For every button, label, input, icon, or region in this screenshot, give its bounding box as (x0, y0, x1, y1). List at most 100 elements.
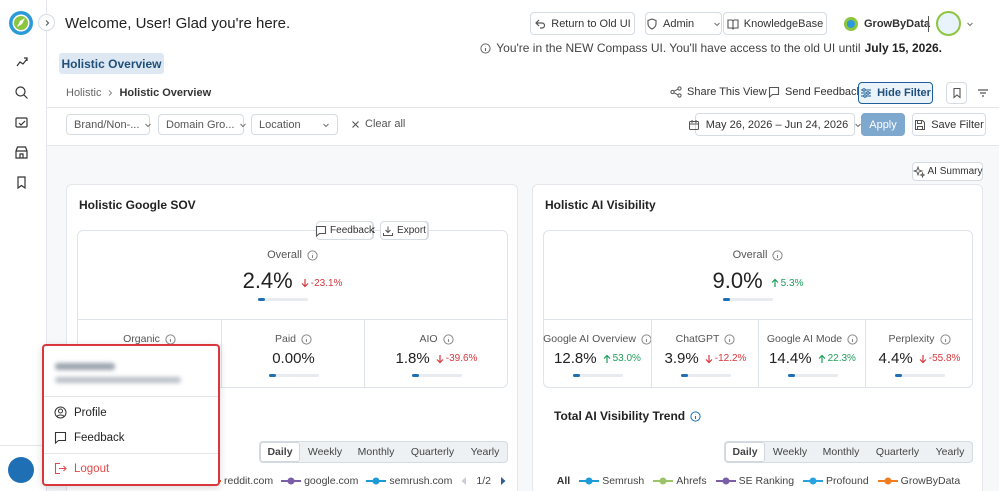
breadcrumb-link[interactable]: Holistic (66, 87, 102, 99)
legend-item[interactable]: Profound (803, 475, 869, 487)
nav-icon[interactable] (14, 145, 29, 160)
menu-item[interactable]: Feedback (54, 431, 125, 444)
icon-shape (919, 354, 927, 363)
icon (54, 406, 67, 419)
user-avatar[interactable] (8, 457, 34, 483)
icon-shape (372, 477, 380, 485)
value: 9.0% (712, 268, 763, 293)
export-button[interactable]: Export (380, 221, 428, 240)
sidebar-toggle[interactable] (38, 14, 55, 31)
period-option[interactable]: Quarterly (410, 446, 455, 458)
icon-shape (647, 17, 657, 30)
share-view[interactable]: Share This View (670, 86, 767, 98)
legend-prev[interactable] (460, 476, 468, 486)
apply-button[interactable]: Apply (861, 113, 905, 136)
legend-all[interactable]: All (556, 475, 571, 487)
period-option[interactable]: Yearly (470, 446, 500, 458)
filter-dropdown[interactable]: Location (251, 114, 338, 135)
overall-label: Overall (78, 249, 507, 261)
icon-shape (315, 225, 327, 237)
icon (854, 121, 862, 129)
nav-icon[interactable] (14, 175, 29, 190)
overall-value: 9.0% 5.3% (544, 268, 972, 294)
menu-item[interactable]: Logout (54, 462, 109, 475)
legend-item[interactable]: semrush.com (366, 475, 452, 487)
legend-label: Ahrefs (676, 475, 707, 487)
icon-shape (912, 165, 925, 178)
feedback-button-label: Feedback (330, 225, 374, 236)
filter-dropdown[interactable]: Domain Gro... (158, 114, 247, 135)
legend-item[interactable]: google.com (281, 475, 358, 487)
icon-graphic (579, 477, 600, 485)
legend-label: reddit.com (224, 475, 274, 487)
ai-summary-button[interactable]: AI Summary (912, 162, 983, 181)
save-filter-button[interactable]: Save Filter (912, 113, 986, 136)
icon-shape (145, 123, 152, 127)
filter-dropdown[interactable]: Brand/Non-... (66, 114, 152, 135)
change: 5.3% (771, 278, 803, 289)
filter-menu-button[interactable] (973, 82, 993, 104)
icon-graphic (705, 354, 713, 363)
legend-item[interactable]: GrowByData (877, 475, 961, 487)
period-option[interactable]: Monthly (357, 446, 395, 458)
sidebar-divider (0, 445, 46, 446)
brand[interactable]: GrowByData (843, 14, 930, 34)
legend-marker (877, 477, 898, 485)
header-separator (928, 16, 929, 32)
period-option[interactable]: Weekly (307, 446, 343, 458)
nav-icon[interactable] (14, 85, 29, 100)
icon-shape (724, 333, 735, 345)
account-caret[interactable] (966, 19, 974, 31)
legend-item[interactable]: Ahrefs (653, 475, 707, 487)
period-option[interactable]: Daily (260, 442, 300, 462)
period-option[interactable]: Monthly (822, 446, 860, 458)
period-option[interactable]: Quarterly (875, 446, 920, 458)
metric-value: 3.9% -12.2% (652, 350, 759, 367)
change-value: -39.6% (445, 353, 478, 364)
change-value: -23.1% (310, 277, 343, 289)
card: Holistic AI Visibility Overall 9.0% 5.3% Goo… (532, 184, 983, 491)
icon-shape (307, 249, 318, 261)
icon-shape (978, 89, 988, 97)
progress-track (894, 374, 945, 377)
icon-shape (659, 477, 667, 485)
metric-value: 0.00% (222, 350, 365, 367)
icon (690, 410, 701, 422)
feedback-button[interactable]: Feedback (315, 221, 374, 240)
page-tab[interactable]: Holistic Overview (59, 53, 164, 74)
legend-item[interactable]: Semrush (579, 475, 644, 487)
icon-graphic (967, 22, 973, 27)
return-button[interactable]: Return to Old UI (530, 12, 635, 35)
legend-label: SE Ranking (738, 475, 795, 487)
period-option[interactable]: Yearly (935, 446, 965, 458)
menu-item[interactable]: Profile (54, 406, 107, 419)
nav-icon[interactable] (14, 115, 29, 130)
clear-all[interactable]: Clear all (351, 118, 405, 130)
icon (724, 333, 735, 345)
account-avatar[interactable] (936, 11, 961, 36)
icon-graphic (818, 354, 826, 363)
progress-fill (411, 374, 419, 377)
icon (54, 431, 67, 444)
icon-shape (45, 19, 49, 26)
icon-shape (585, 477, 593, 485)
metric-column: ChatGPT 3.9% -12.2% (651, 320, 758, 387)
legend-next[interactable] (499, 476, 507, 486)
metric-label: Paid (222, 333, 365, 345)
kpi-box: Overall 2.4% -23.1% Organic Paid 0.00% AIO 1.8%… (77, 230, 508, 388)
change-arrow (771, 278, 779, 288)
period-option[interactable]: Weekly (772, 446, 808, 458)
period-option[interactable]: Daily (725, 442, 765, 462)
bookmark-button[interactable] (946, 82, 967, 104)
admin-dropdown[interactable]: Admin (645, 12, 722, 35)
hide-filter-button[interactable]: Hide Filter (858, 82, 933, 104)
notice-date: July 15, 2026. (864, 41, 942, 55)
knowledge-base-button[interactable]: KnowledgeBase (723, 12, 827, 35)
legend-label: GrowByData (900, 475, 961, 487)
send-feedback[interactable]: Send Feedback (768, 86, 862, 98)
nav-icon[interactable] (14, 55, 29, 70)
icon-graphic (501, 477, 506, 485)
date-range-picker[interactable]: May 26, 2026 – Jun 24, 2026 (688, 113, 862, 136)
legend-item[interactable]: SE Ranking (715, 475, 795, 487)
icon-graphic (715, 477, 736, 485)
